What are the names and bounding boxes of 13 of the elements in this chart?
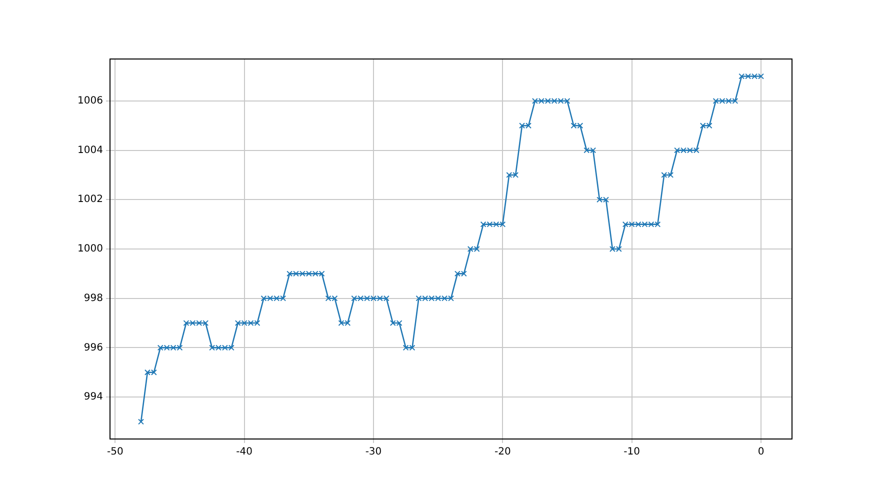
y-tick-label: 998 [84, 292, 103, 304]
y-tick-label: 996 [84, 342, 103, 354]
x-tick-label: -50 [106, 446, 124, 458]
y-tick-label: 1002 [78, 194, 103, 206]
x-tick-label: -10 [624, 446, 640, 458]
y-tick-label: 1000 [78, 244, 103, 255]
y-tick-label: 994 [84, 392, 103, 403]
y-tick-label: 1004 [78, 144, 103, 156]
x-tick-label: -20 [494, 446, 511, 458]
y-tick-label: 1006 [78, 96, 103, 107]
x-tick-label: -30 [365, 446, 382, 458]
x-tick-label: -40 [236, 446, 253, 458]
x-tick-label: 0 [758, 446, 764, 458]
